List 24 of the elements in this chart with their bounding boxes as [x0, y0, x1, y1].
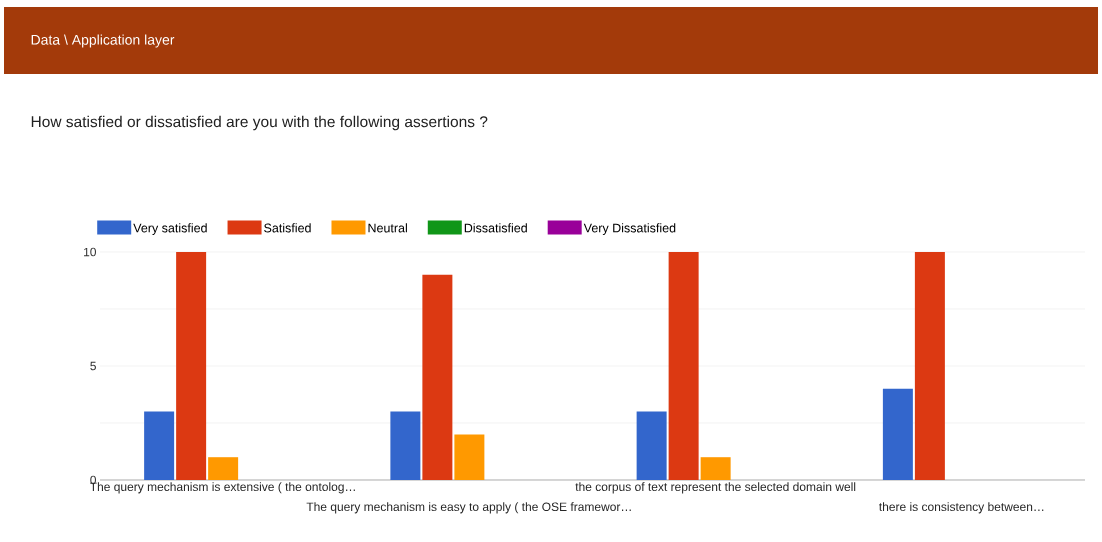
bar	[208, 457, 239, 480]
bar	[176, 252, 207, 480]
x-tick-label: there is consistency between…	[879, 502, 1044, 514]
legend-label: Satisfied	[264, 223, 311, 233]
legend-label: Very satisfied	[133, 223, 207, 235]
bar	[914, 252, 945, 480]
legend-label: Neutral	[368, 223, 407, 233]
legend-label: Dissatisfied	[464, 223, 527, 233]
bar	[454, 434, 485, 480]
chart-title: Data \ Application layer	[31, 34, 175, 48]
bar	[636, 411, 667, 480]
y-tick-label: 10	[84, 247, 97, 257]
x-tick-label: the corpus of text represent the selected domain well	[575, 482, 856, 494]
x-tick-label: The query mechanism is extensive ( the ontolog…	[90, 482, 355, 494]
legend-label: Very Dissatisfied	[583, 223, 676, 235]
bar	[668, 252, 699, 480]
x-tick-label: The query mechanism is easy to apply ( the OSE framewor…	[306, 502, 631, 514]
bar	[422, 274, 453, 480]
bar	[390, 411, 421, 480]
bar	[882, 388, 913, 480]
bar	[700, 457, 731, 480]
bar	[144, 411, 175, 480]
chart-subtitle: How satisfied or dissatisfied are you with the following assertions ?	[31, 115, 488, 131]
y-tick-label: 5	[90, 361, 96, 371]
